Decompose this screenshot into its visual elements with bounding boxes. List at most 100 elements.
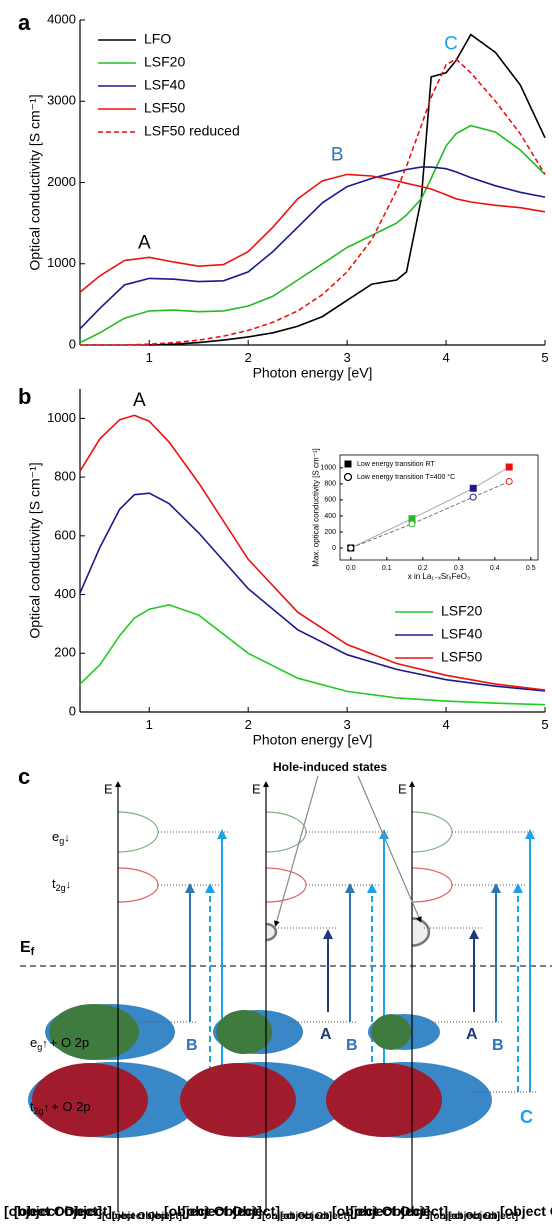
x-tick-label: 3 — [344, 717, 351, 732]
level-label: t2g↓ — [52, 876, 71, 893]
point — [505, 477, 513, 485]
compound-label: [object Object][object Object][object Ob… — [14, 1203, 518, 1222]
y-tick-label: 2000 — [47, 174, 76, 189]
x-tick-label: 4 — [442, 350, 449, 365]
level-main: e — [52, 829, 59, 844]
level-sub: g — [37, 1042, 42, 1052]
y-tick-label: 200 — [54, 645, 76, 660]
y-tick-label: 0 — [69, 703, 76, 718]
y-tick-label: 1000 — [47, 410, 76, 425]
x-tick-label: 3 — [344, 350, 351, 365]
x-tick-label: 0.3 — [454, 565, 464, 572]
legend-label: LSF50 — [441, 649, 482, 665]
formula-part: [object Object] — [4, 1203, 102, 1219]
legend-label: Low energy transition T=400 °C — [357, 473, 455, 481]
panel-label: a — [18, 10, 31, 35]
y-tick-label: 400 — [324, 513, 336, 520]
formula-part: [object Object] — [280, 1211, 350, 1222]
x-tick-label: 2 — [245, 350, 252, 365]
y-tick-label: 400 — [54, 586, 76, 601]
x-axis-label: Photon energy [eV] — [253, 365, 373, 381]
level-label: eg↑ + O 2p — [30, 1035, 89, 1052]
level-tail: + O 2p — [50, 1035, 89, 1050]
level-label: t2g↑ + O 2p — [30, 1099, 91, 1116]
point — [347, 544, 355, 552]
hole-state — [265, 922, 278, 942]
series-line — [79, 414, 546, 691]
x-tick-label: 0.5 — [526, 565, 536, 572]
fermi-sub: f — [31, 946, 35, 958]
y-tick-label: 200 — [324, 529, 336, 536]
compound-label: [object Object][object Object] — [4, 1203, 172, 1222]
y-tick-label: 600 — [54, 527, 76, 542]
legend-label: LSF40 — [441, 626, 482, 642]
level-tail: + O 2p — [51, 1099, 90, 1114]
level-spin: ↓ — [64, 832, 70, 844]
y-tick-label: 0 — [69, 336, 76, 351]
series-line — [79, 603, 546, 706]
formula-part: [object Object] — [112, 1211, 182, 1222]
y-tick-label: 0 — [332, 545, 336, 552]
t2g-up-band — [32, 1063, 148, 1137]
x-tick-label: 5 — [541, 717, 548, 732]
series-line — [350, 481, 510, 549]
compound-label: [object Object][object Object][object Ob… — [164, 1203, 552, 1222]
formula-part: [object Object] — [448, 1211, 518, 1222]
annotation: A — [138, 232, 151, 253]
y-axis-label: Optical conductivity [S cm⁻¹] — [27, 462, 43, 638]
level-sub: 2g — [34, 1106, 44, 1116]
annotation: A — [133, 390, 146, 411]
level-sub: 2g — [56, 883, 66, 893]
y-axis-label: Optical conductivity [S cm⁻¹] — [27, 94, 43, 270]
panel-label: c — [18, 764, 30, 789]
legend-label: LSF50 reduced — [144, 123, 240, 139]
x-tick-label: 5 — [541, 350, 548, 365]
t2g-down-band — [411, 867, 453, 903]
point — [469, 493, 477, 501]
formula-part: [object Object] — [332, 1203, 430, 1219]
x-tick-label: 0.2 — [418, 565, 428, 572]
y-tick-label: 1000 — [320, 465, 336, 472]
level-main: t — [52, 876, 56, 891]
pointer — [357, 775, 422, 923]
series-line — [79, 166, 546, 330]
y-tick-label: 800 — [54, 469, 76, 484]
legend-label: LSF50 — [144, 100, 185, 116]
x-axis-label: x in La₁₋ₓSrₓFeO₃ — [408, 572, 471, 581]
plot-frame — [339, 454, 539, 561]
x-tick-label: 0.1 — [382, 565, 392, 572]
level-main: e — [30, 1035, 37, 1050]
formula-part: [object Object] — [350, 1203, 448, 1219]
point — [408, 520, 416, 528]
formula-part: [object Object] — [500, 1203, 552, 1219]
annotation: C — [444, 33, 458, 54]
x-tick-label: 1 — [146, 350, 153, 365]
transition-label: B — [492, 1037, 504, 1054]
eg-down-band — [411, 811, 453, 853]
eg-up-band — [216, 1010, 273, 1054]
formula-part: [object Object] — [430, 1211, 500, 1222]
formula-part: [object Object] — [182, 1203, 280, 1219]
transition-label: A — [320, 1026, 332, 1043]
t2g-down-band — [117, 867, 159, 903]
t2g-up-band — [326, 1063, 442, 1137]
y-tick-label: 800 — [324, 481, 336, 488]
y-tick-label: 600 — [324, 497, 336, 504]
eg-up-band — [49, 1004, 139, 1060]
x-tick-label: 1 — [146, 717, 153, 732]
transition-label: B — [346, 1037, 358, 1054]
formula-part: [object Object] — [102, 1211, 172, 1222]
level-main: t — [30, 1099, 34, 1114]
x-axis-label: Photon energy [eV] — [253, 732, 373, 748]
level-label: eg↓ — [52, 829, 70, 846]
transition-label: C — [520, 1107, 533, 1127]
series-line — [79, 173, 546, 293]
x-tick-label: 0.0 — [346, 565, 356, 572]
fermi-main: E — [20, 939, 31, 956]
hole-state — [411, 917, 431, 947]
legend-label: LSF40 — [144, 77, 185, 93]
point — [505, 463, 513, 471]
energy-label: E — [104, 781, 113, 796]
